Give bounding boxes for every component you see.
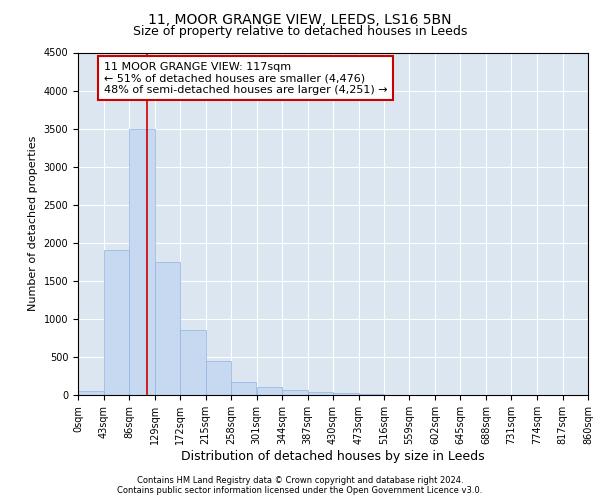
- Text: 11, MOOR GRANGE VIEW, LEEDS, LS16 5BN: 11, MOOR GRANGE VIEW, LEEDS, LS16 5BN: [148, 12, 452, 26]
- Bar: [78, 391, 104, 395]
- Bar: [104, 250, 129, 395]
- Bar: [359, 394, 384, 395]
- Y-axis label: Number of detached properties: Number of detached properties: [28, 136, 38, 312]
- Text: 11 MOOR GRANGE VIEW: 117sqm
← 51% of detached houses are smaller (4,476)
48% of : 11 MOOR GRANGE VIEW: 117sqm ← 51% of det…: [104, 62, 387, 95]
- Bar: [231, 382, 256, 395]
- Bar: [333, 394, 359, 395]
- Bar: [257, 388, 282, 395]
- Bar: [180, 330, 205, 395]
- X-axis label: Distribution of detached houses by size in Leeds: Distribution of detached houses by size …: [181, 450, 485, 462]
- Bar: [308, 392, 333, 395]
- Bar: [205, 361, 231, 395]
- Bar: [155, 262, 180, 395]
- Bar: [129, 128, 155, 395]
- Bar: [282, 390, 308, 395]
- Text: Contains HM Land Registry data © Crown copyright and database right 2024.
Contai: Contains HM Land Registry data © Crown c…: [118, 476, 482, 495]
- Text: Size of property relative to detached houses in Leeds: Size of property relative to detached ho…: [133, 25, 467, 38]
